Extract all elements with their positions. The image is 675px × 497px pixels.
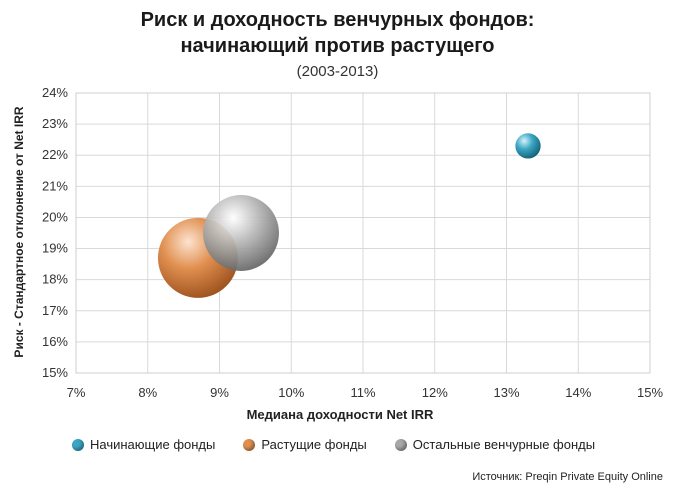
bubble-seed-funds [515,133,541,159]
y-tick-label: 15% [42,365,68,380]
x-tick-label: 10% [278,385,304,400]
y-tick-label: 17% [42,303,68,318]
chart-subtitle: (2003-2013) [296,63,379,80]
legend-marker-seed [72,438,84,451]
y-tick-label: 20% [42,209,68,224]
x-tick-label: 15% [637,385,663,400]
x-tick-label: 9% [210,385,229,400]
x-tick-label: 13% [493,385,519,400]
legend-marker-growth [243,438,256,451]
y-axis-label: Риск - Стандартное отклонение от Net IRR [12,106,26,358]
x-axis-label: Медиана доходности Net IRR [0,407,675,422]
y-tick-label: 21% [42,178,68,193]
y-tick-label: 22% [42,147,68,162]
legend: Начинающие фонды Растущие фонды Остальны… [72,437,623,452]
axis-ticks: 15% 16% 17% 18% 19% 20% 21% 22% 23% 24% 7% 8% 9% 10% 1… [42,85,663,400]
legend-marker-other [394,438,407,451]
chart-title-line1: Риск и доходность венчурных фондов: [140,9,535,31]
legend-label-seed: Начинающие фонды [90,437,216,452]
y-tick-label: 23% [42,116,68,131]
y-tick-label: 24% [42,85,68,100]
x-tick-label: 11% [350,385,375,400]
chart-title-line2: начинающий против растущего [180,35,495,57]
legend-label-other: Остальные венчурные фонды [412,437,596,452]
grid-lines [75,92,651,374]
y-tick-label: 18% [42,272,68,287]
legend-label-growth: Растущие фонды [261,437,367,452]
bubbles [157,133,541,298]
x-axis-label-text: Медиана доходности Net IRR [246,407,434,422]
x-tick-label: 8% [138,385,157,400]
legend-item-growth: Растущие фонды [243,437,367,452]
bubble-other-vc-funds [203,195,279,271]
y-tick-label: 19% [42,241,68,256]
x-tick-label: 12% [422,385,448,400]
plot-area [75,92,651,374]
x-tick-label: 7% [67,385,86,400]
legend-item-other: Остальные венчурные фонды [394,437,596,452]
legend-item-seed: Начинающие фонды [72,437,215,452]
y-tick-label: 16% [42,334,68,349]
x-tick-label: 14% [565,385,591,400]
source-note: Источник: Preqin Private Equity Online [472,471,663,483]
